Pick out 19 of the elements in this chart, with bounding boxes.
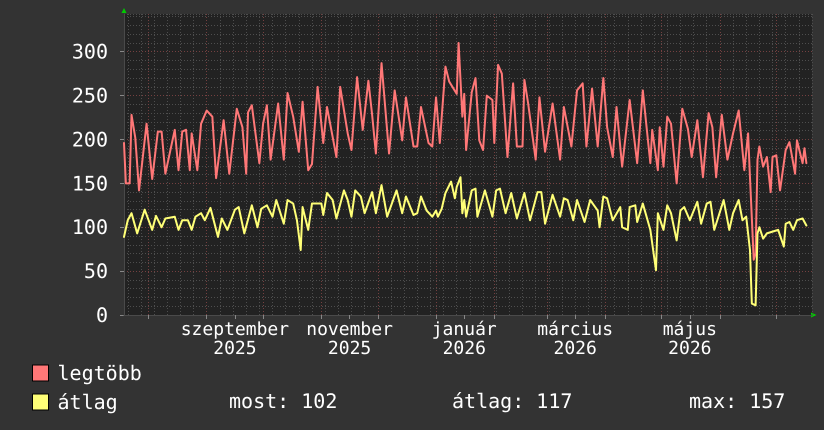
x-tick-label: szeptember 2025 bbox=[180, 319, 290, 359]
text: most: 102 bbox=[229, 389, 338, 413]
y-tick-label: 100 bbox=[72, 215, 108, 240]
y-tick-label: 0 bbox=[96, 303, 108, 327]
text: max: 157 bbox=[689, 389, 786, 413]
x-tick-label: január 2026 bbox=[432, 319, 497, 359]
y-tick-label: 50 bbox=[84, 259, 108, 284]
x-tick-label: november 2025 bbox=[306, 319, 394, 359]
legend-label: átlag bbox=[58, 390, 118, 414]
x-tick-label: május 2026 bbox=[662, 319, 717, 359]
line-series bbox=[123, 176, 808, 306]
line-series bbox=[123, 42, 808, 261]
x-tick-label: március 2026 bbox=[537, 319, 614, 359]
y-tick-label: 150 bbox=[72, 171, 108, 196]
y-tick-label: 250 bbox=[72, 84, 108, 108]
y-tick-label: 300 bbox=[72, 40, 108, 64]
y-tick-label: 200 bbox=[72, 127, 108, 152]
legend-label: legtöbb bbox=[58, 361, 142, 385]
text: átlag: 117 bbox=[452, 389, 572, 413]
